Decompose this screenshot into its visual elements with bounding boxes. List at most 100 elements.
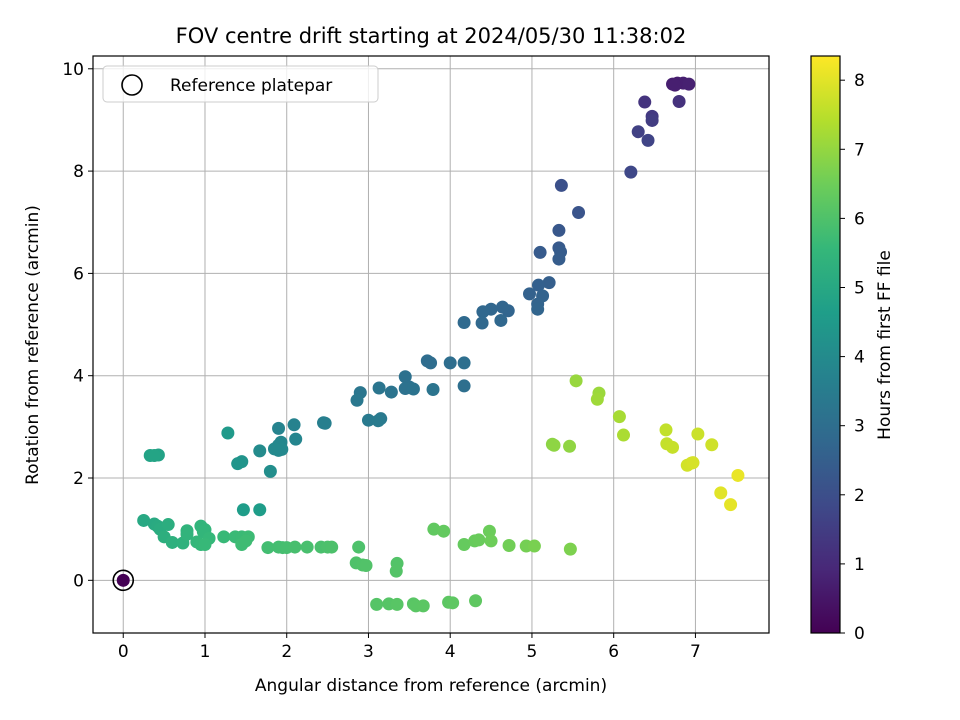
data-point xyxy=(472,533,486,547)
data-point xyxy=(390,597,404,611)
y-axis-ticks: 0 2 4 6 8 10 xyxy=(62,60,93,591)
data-point xyxy=(325,540,339,554)
data-point xyxy=(469,594,483,608)
data-point xyxy=(416,599,430,613)
x-axis-label: Angular distance from reference (arcmin) xyxy=(255,676,607,696)
data-point xyxy=(563,439,577,453)
colorbar-label: Hours from first FF file xyxy=(875,250,895,440)
x-tick-label: 0 xyxy=(118,642,129,662)
colorbar: 0 1 2 3 4 5 6 7 8 Hours from first FF file xyxy=(810,55,895,644)
colorbar-tick-label: 5 xyxy=(854,278,865,298)
data-point xyxy=(180,527,194,541)
y-axis-label: Rotation from reference (arcmin) xyxy=(23,205,43,485)
x-tick-label: 4 xyxy=(445,642,456,662)
data-point xyxy=(161,518,175,532)
x-tick-label: 1 xyxy=(200,642,211,662)
data-point xyxy=(569,374,583,388)
data-point xyxy=(705,438,719,452)
x-tick-label: 3 xyxy=(363,642,374,662)
colorbar-tick-label: 8 xyxy=(854,71,865,91)
plot-area: 0 1 2 3 4 5 6 7 0 2 4 6 8 10 xyxy=(62,55,770,662)
x-axis-ticks: 0 1 2 3 4 5 6 7 xyxy=(118,633,701,662)
colorbar-tick-label: 2 xyxy=(854,486,865,506)
data-point xyxy=(522,287,536,301)
data-point xyxy=(398,370,412,384)
data-point xyxy=(372,381,386,395)
data-point xyxy=(287,418,301,432)
data-point xyxy=(267,442,281,456)
data-point xyxy=(475,316,489,330)
data-points xyxy=(112,76,745,613)
data-point xyxy=(533,245,547,259)
data-point xyxy=(198,538,212,552)
colorbar-frame xyxy=(810,55,841,634)
data-point xyxy=(426,383,440,397)
colorbar-tick-label: 7 xyxy=(854,140,865,160)
grid-lines xyxy=(93,56,769,633)
colorbar-tick-label: 6 xyxy=(854,209,865,229)
data-point xyxy=(116,573,130,587)
data-point xyxy=(502,539,516,553)
data-point xyxy=(359,558,373,572)
data-point xyxy=(352,540,366,554)
data-point xyxy=(531,278,545,292)
x-tick-label: 5 xyxy=(527,642,538,662)
data-point xyxy=(272,421,286,435)
data-point xyxy=(361,413,375,427)
data-point xyxy=(457,379,471,393)
data-point xyxy=(236,503,250,517)
data-point xyxy=(666,440,680,454)
colorbar-tick-label: 3 xyxy=(854,417,865,437)
data-point xyxy=(350,393,364,407)
data-point xyxy=(724,498,738,512)
y-tick-label: 4 xyxy=(73,367,84,387)
data-point xyxy=(288,540,302,554)
x-tick-label: 2 xyxy=(281,642,292,662)
data-point xyxy=(590,392,604,406)
data-point xyxy=(263,464,277,478)
data-point xyxy=(641,133,655,147)
data-point xyxy=(547,438,561,452)
y-tick-label: 2 xyxy=(73,469,84,489)
data-point xyxy=(494,313,508,327)
colorbar-tick-label: 1 xyxy=(854,555,865,575)
y-tick-label: 6 xyxy=(73,264,84,284)
data-point xyxy=(542,276,556,290)
data-point xyxy=(261,541,275,555)
data-point xyxy=(572,206,586,220)
data-point xyxy=(427,522,441,536)
data-point xyxy=(457,316,471,330)
data-point xyxy=(231,457,245,471)
data-point xyxy=(370,597,384,611)
data-point xyxy=(668,78,682,92)
y-tick-label: 0 xyxy=(73,571,84,591)
colorbar-tick-label: 0 xyxy=(854,624,865,644)
data-point xyxy=(496,300,510,314)
data-point xyxy=(563,542,577,556)
data-point xyxy=(624,165,638,179)
reference-platepar-marker xyxy=(112,569,135,592)
data-point xyxy=(437,524,451,538)
data-point xyxy=(638,95,652,109)
data-point xyxy=(318,416,332,430)
data-point xyxy=(300,540,314,554)
data-point xyxy=(371,414,385,428)
chart-title: FOV centre drift starting at 2024/05/30 … xyxy=(176,24,687,48)
data-point xyxy=(531,302,545,316)
data-point xyxy=(406,382,420,396)
data-point xyxy=(672,95,686,109)
data-point xyxy=(617,428,631,442)
colorbar-gradient xyxy=(811,56,840,633)
data-point xyxy=(682,77,696,91)
x-tick-label: 6 xyxy=(608,642,619,662)
data-point xyxy=(527,539,541,553)
data-point xyxy=(446,596,460,610)
data-point xyxy=(457,538,471,552)
data-point xyxy=(552,223,566,237)
data-point xyxy=(253,444,267,458)
data-point xyxy=(552,252,566,266)
data-point xyxy=(165,535,179,549)
y-tick-label: 8 xyxy=(73,162,84,182)
data-point xyxy=(686,456,700,470)
